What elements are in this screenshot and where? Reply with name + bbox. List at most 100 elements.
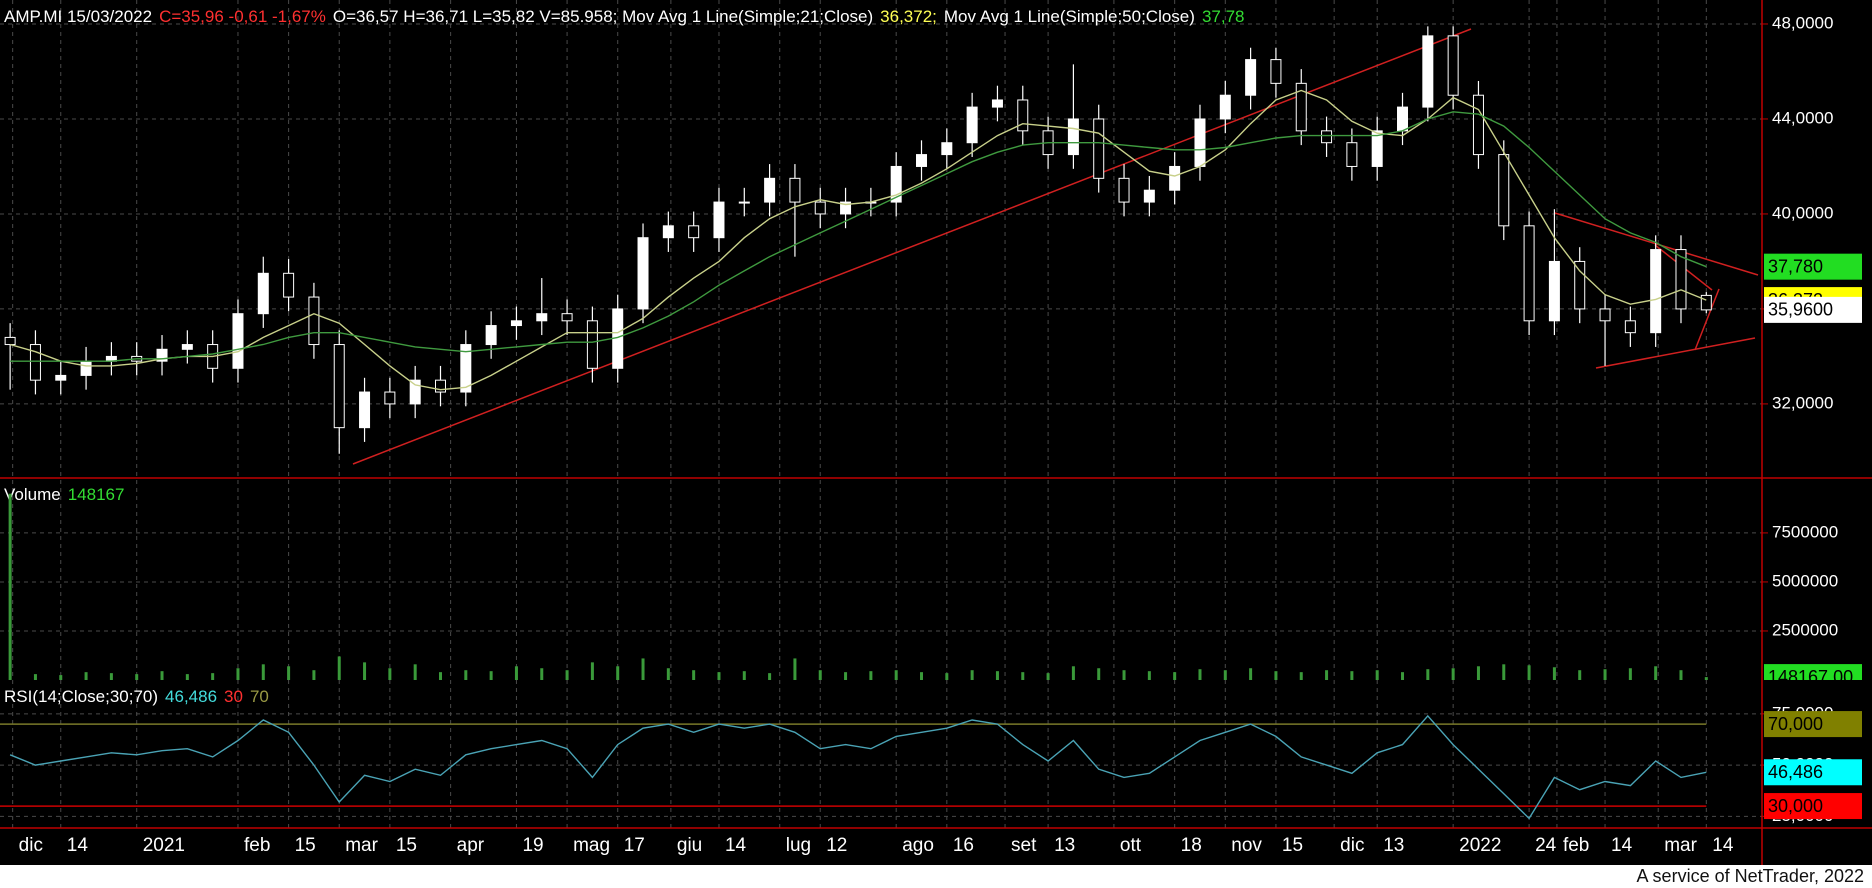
volume-bar [1299, 672, 1303, 680]
candle-body [1650, 249, 1662, 334]
volume-bar [641, 658, 645, 680]
volume-bar [818, 670, 822, 680]
volume-bar [1552, 667, 1556, 680]
value-badge-label: 35,9600 [1768, 300, 1833, 320]
candle-body [308, 296, 320, 346]
candle-body [561, 313, 573, 322]
y-tick-label: 48,0000 [1772, 13, 1833, 32]
volume-bar [1603, 669, 1607, 680]
trend-line [1694, 288, 1720, 351]
header-text: O=36,57 H=36,71 L=35,82 V=85.958; Mov Av… [333, 7, 873, 26]
candle-body [1067, 118, 1079, 156]
volume-bar [439, 672, 442, 680]
volume-bar [920, 672, 924, 680]
volume-bar [1628, 668, 1632, 680]
candle-body [510, 320, 522, 327]
volume-bar [666, 668, 670, 680]
volume-bar [1476, 666, 1480, 680]
volume-bar [185, 674, 189, 680]
x-axis: dic 14 2021 feb 15 mar 15 apr 19 mag 17 giu 14 lug 12 a… [19, 835, 1734, 856]
candle-body [1422, 35, 1434, 108]
candle-body [1574, 260, 1586, 310]
volume-bar [869, 671, 873, 680]
x-tick-label: giu [677, 835, 702, 856]
x-tick-label: dic [1340, 835, 1364, 856]
x-tick-label: nov [1231, 835, 1262, 856]
candle-body [485, 325, 497, 346]
value-badge-label: 148167,00 [1768, 667, 1853, 687]
candle-body [1295, 82, 1307, 132]
x-tick-label: 24 [1535, 835, 1557, 856]
rsi-panel: 25,000050,000075,0000RSI(14;Close;30;70)… [0, 687, 1862, 825]
header-text: 70 [250, 687, 269, 706]
x-tick-label: 19 [522, 835, 543, 856]
volume-bar [768, 673, 772, 680]
volume-bar [565, 670, 569, 680]
candle-body [840, 201, 852, 215]
x-tick-label: feb [1563, 835, 1589, 856]
volume-bar [1426, 669, 1430, 680]
value-badge [1764, 664, 1862, 680]
volume-bar [1502, 664, 1506, 680]
volume-bar [1527, 665, 1531, 680]
volume-bar [388, 668, 392, 680]
y-tick-label: 32,0000 [1772, 393, 1833, 412]
panel-header: Volume 148167 [4, 485, 124, 504]
candle-body [1169, 165, 1181, 191]
volume-panel: 2500000 5000000 7500000 Volume 148167 148167,… [4, 485, 1862, 687]
header-text: 46,486 [165, 687, 217, 706]
candle-body [156, 348, 168, 362]
x-tick-label: 14 [725, 835, 747, 856]
x-tick-label: 17 [624, 835, 645, 856]
volume-bar [1375, 670, 1379, 680]
candle-body [1219, 94, 1231, 120]
volume-bar [135, 674, 139, 680]
candle-body [637, 237, 649, 310]
header-text: 30 [224, 687, 243, 706]
header-text: C=35,96 -0,61 -1,67% [159, 7, 326, 26]
candle-body [1472, 94, 1484, 156]
value-badge [1764, 793, 1862, 820]
candle-body [359, 391, 371, 429]
rsi-line [9, 714, 1707, 820]
candle-body [29, 344, 41, 381]
x-tick-label: 15 [295, 835, 316, 856]
volume-bar [1249, 668, 1253, 680]
header-text: 37,78 [1202, 7, 1245, 26]
volume-bar [844, 672, 848, 680]
header-text: 36,372; [880, 7, 937, 26]
x-tick-label: mar [345, 835, 378, 856]
moving-average-line [9, 89, 1707, 391]
volume-bar [742, 671, 746, 680]
volume-bar [287, 666, 291, 680]
candle-body [966, 106, 978, 144]
candle-body [55, 374, 67, 381]
candle-body [1321, 130, 1333, 144]
volume-bar [236, 668, 240, 680]
x-tick-label: 16 [953, 835, 974, 856]
value-badge-label: 30,000 [1768, 796, 1823, 816]
x-tick-label: 18 [1181, 835, 1202, 856]
volume-bar [1046, 673, 1050, 680]
volume-bar [1325, 670, 1329, 680]
volume-bar [894, 670, 898, 680]
candle-body [1447, 35, 1459, 96]
value-badge [1764, 711, 1862, 738]
candle-body [1194, 118, 1206, 167]
value-badge [1764, 759, 1862, 786]
volume-bar [33, 674, 37, 680]
y-tick-label: 7500000 [1772, 522, 1838, 541]
header-text: Mov Avg 1 Line(Simple;50;Close) [944, 7, 1195, 26]
candle-body [738, 201, 750, 204]
volume-bar [413, 664, 417, 680]
candle-body [1700, 294, 1712, 311]
candle-body [181, 344, 193, 350]
candle-body [80, 360, 92, 376]
x-tick-label: 14 [1712, 835, 1734, 856]
volume-bar [211, 673, 215, 680]
volume-bar [1350, 671, 1354, 680]
value-badge-label: 70,000 [1768, 714, 1823, 734]
y-tick-label: 44,0000 [1772, 108, 1833, 127]
volume-bar [616, 666, 620, 680]
volume-bar [1198, 669, 1202, 680]
